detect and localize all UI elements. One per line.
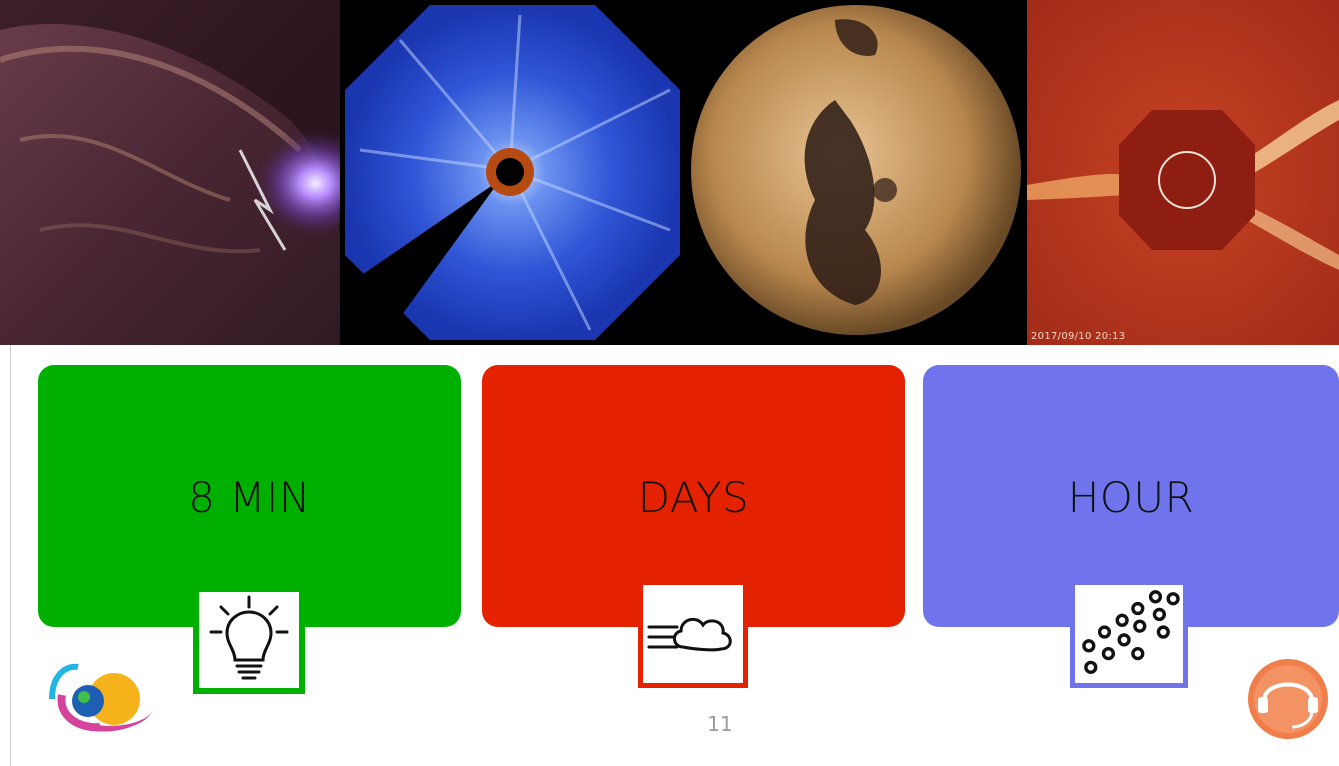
page-number: 11 (707, 712, 733, 736)
planet-orbit-logo (48, 655, 156, 737)
card-label: 8 MIN (188, 473, 311, 522)
coronagraph-image (340, 0, 685, 345)
particles-icon (1070, 580, 1188, 688)
card-label: HOUR (1067, 473, 1195, 522)
coronagraph-red-image: 2017/09/10 20:13 (1027, 0, 1339, 345)
left-rule (10, 345, 11, 766)
image-timestamp: 2017/09/10 20:13 (1031, 331, 1126, 342)
lightbulb-icon (193, 586, 305, 694)
headset-logo (1246, 657, 1330, 741)
solar-flare-image (0, 0, 340, 345)
card-8-min: 8 MIN (38, 365, 461, 627)
sun-coronal-hole-image (685, 0, 1027, 345)
card-label: DAYS (637, 473, 750, 522)
cloud-wind-icon (638, 580, 748, 688)
